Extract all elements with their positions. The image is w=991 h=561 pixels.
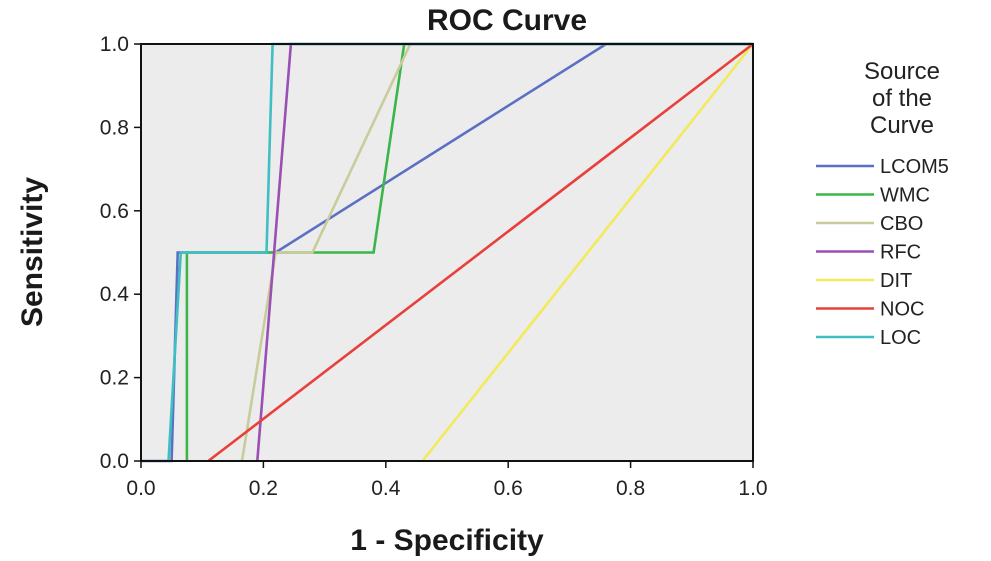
legend-title-line: Curve [870,112,934,139]
y-tick-label: 0.2 [100,367,129,390]
y-tick-label: 1.0 [100,33,129,56]
x-tick-label: 0.8 [616,477,645,500]
x-tick-label: 0.4 [371,477,401,500]
legend-label-rfc: RFC [880,242,921,264]
legend-title-line: Source [864,58,940,85]
legend-label-lcom5: LCOM5 [880,156,949,178]
y-tick-label: 0.4 [100,283,130,306]
y-axis-title: Sensitivity [16,177,49,327]
y-tick-label: 0.0 [100,450,129,473]
legend-label-noc: NOC [880,299,924,321]
series-line-noc [207,42,754,463]
y-tick-label: 0.6 [100,200,129,223]
chart-title: ROC Curve [427,4,587,37]
x-tick-label: 0.2 [249,477,278,500]
x-tick-label: 1.0 [738,477,767,500]
x-axis-title: 1 - Specificity [350,524,544,557]
x-tick-label: 0.6 [494,477,523,500]
legend-label-dit: DIT [880,270,912,292]
legend-label-wmc: WMC [880,185,930,207]
legend-title-line: of the [872,85,932,112]
x-tick-label: 0.0 [126,477,155,500]
plot-frame [140,43,754,462]
legend-label-loc: LOC [880,327,921,349]
legend-label-cbo: CBO [880,213,923,235]
y-tick-label: 0.8 [100,116,129,139]
series-line-dit [421,43,755,462]
